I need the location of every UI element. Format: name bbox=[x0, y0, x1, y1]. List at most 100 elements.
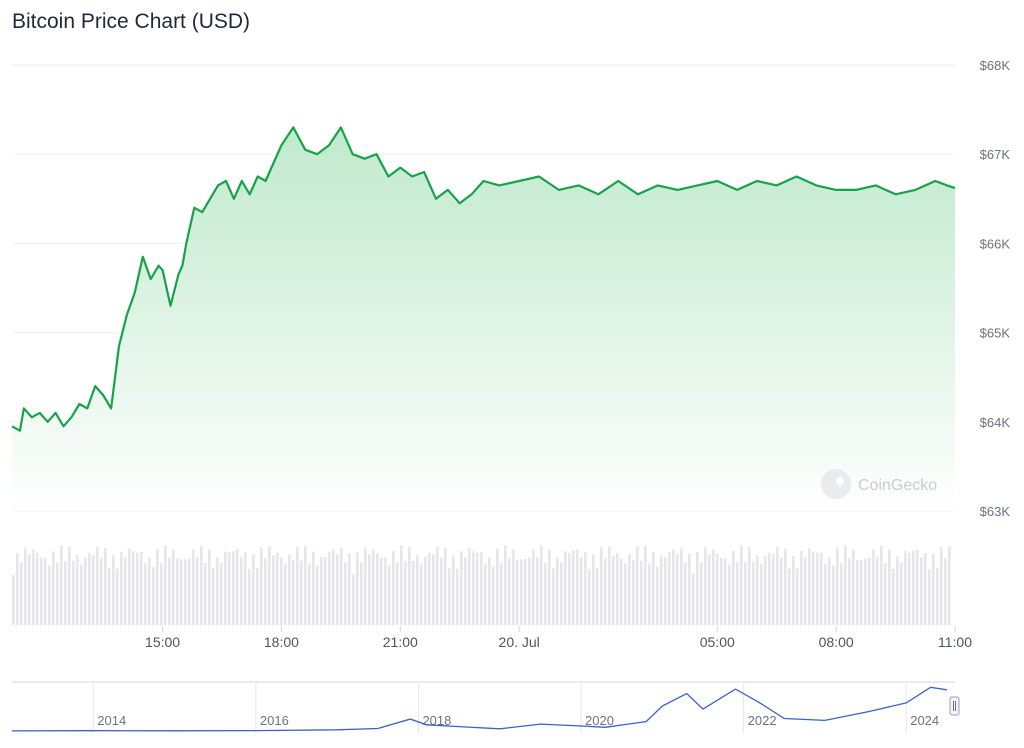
navigator-year-label: 2020 bbox=[585, 713, 614, 728]
volume-bar bbox=[68, 546, 71, 625]
volume-bar bbox=[840, 563, 843, 625]
volume-bar bbox=[740, 545, 743, 625]
volume-bar bbox=[216, 557, 219, 625]
volume-bar bbox=[56, 562, 59, 625]
volume-bar bbox=[724, 558, 727, 625]
volume-bar bbox=[424, 556, 427, 625]
volume-bar bbox=[632, 559, 635, 625]
volume-bar bbox=[596, 567, 599, 625]
volume-bar bbox=[488, 557, 491, 625]
volume-bar bbox=[296, 546, 299, 625]
volume-bar bbox=[620, 558, 623, 625]
volume-bar bbox=[124, 557, 127, 625]
volume-bar bbox=[208, 549, 211, 625]
volume-bar bbox=[308, 563, 311, 625]
coingecko-logo-eye bbox=[836, 477, 844, 485]
volume-bar bbox=[664, 557, 667, 625]
volume-bar bbox=[896, 556, 899, 625]
volume-bar bbox=[372, 549, 375, 625]
volume-bar bbox=[36, 552, 39, 625]
volume-bar bbox=[684, 562, 687, 625]
navigator-year-label: 2024 bbox=[910, 713, 939, 728]
volume-bar bbox=[928, 569, 931, 625]
volume-bar bbox=[240, 557, 243, 625]
volume-bar bbox=[280, 558, 283, 625]
volume-bar bbox=[388, 565, 391, 625]
volume-bar bbox=[788, 568, 791, 625]
volume-bar bbox=[276, 553, 279, 625]
volume-bar bbox=[792, 555, 795, 625]
navigator-price-line bbox=[11, 686, 947, 732]
volume-bar bbox=[600, 547, 603, 625]
volume-bar bbox=[408, 546, 411, 625]
volume-bar bbox=[396, 562, 399, 625]
volume-bar bbox=[648, 563, 651, 625]
x-axis-labels: 15:00 18:00 21:00 20. Jul 05:00 08:00 11:00 bbox=[145, 626, 972, 650]
volume-bar bbox=[500, 563, 503, 625]
volume-bar bbox=[376, 553, 379, 625]
volume-bar bbox=[176, 558, 179, 625]
volume-bar bbox=[700, 562, 703, 625]
volume-bar bbox=[688, 553, 691, 625]
volume-bar bbox=[484, 563, 487, 625]
volume-bar bbox=[904, 550, 907, 625]
volume-bar bbox=[564, 551, 567, 625]
volume-bar bbox=[660, 556, 663, 625]
volume-bar bbox=[876, 556, 879, 625]
range-navigator[interactable]: 2014 2016 2018 2020 2022 2024 bbox=[11, 681, 960, 733]
volume-bar bbox=[252, 554, 255, 625]
volume-bar bbox=[612, 555, 615, 625]
volume-bar bbox=[236, 548, 239, 625]
volume-bar bbox=[476, 552, 479, 625]
volume-bar bbox=[88, 552, 91, 625]
navigator-handle[interactable] bbox=[949, 696, 960, 716]
volume-bar bbox=[844, 545, 847, 625]
volume-bar bbox=[568, 552, 571, 625]
volume-bar bbox=[916, 549, 919, 625]
volume-bar bbox=[932, 553, 935, 625]
volume-bar bbox=[796, 568, 799, 625]
volume-bar bbox=[336, 554, 339, 625]
volume-bar bbox=[248, 569, 251, 625]
volume-bar bbox=[140, 552, 143, 625]
volume-bar bbox=[20, 562, 23, 625]
volume-bar bbox=[436, 546, 439, 625]
volume-bar bbox=[244, 552, 247, 625]
volume-bar bbox=[292, 560, 295, 625]
volume-bar bbox=[756, 555, 759, 625]
volume-bar bbox=[804, 557, 807, 625]
volume-bar bbox=[748, 547, 751, 625]
x-tick-label: 18:00 bbox=[264, 634, 299, 650]
x-tick-label: 21:00 bbox=[383, 634, 418, 650]
volume-bar bbox=[944, 558, 947, 625]
y-tick-label: $64K bbox=[980, 415, 1011, 430]
volume-bar bbox=[908, 552, 911, 625]
volume-bar bbox=[76, 554, 79, 625]
watermark-label: CoinGecko bbox=[858, 477, 937, 494]
volume-bar bbox=[368, 554, 371, 625]
volume-bar bbox=[268, 546, 271, 625]
volume-bar bbox=[936, 567, 939, 625]
volume-bar bbox=[264, 558, 267, 625]
volume-bar bbox=[444, 548, 447, 625]
volume-bar bbox=[464, 557, 467, 625]
volume-bar bbox=[920, 557, 923, 625]
volume-bar bbox=[272, 555, 275, 625]
volume-bar bbox=[428, 552, 431, 625]
volume-bar bbox=[592, 554, 595, 625]
volume-bar bbox=[472, 551, 475, 625]
volume-bar bbox=[640, 560, 643, 625]
volume-bar bbox=[676, 553, 679, 625]
volume-bar bbox=[324, 557, 327, 625]
volume-bar bbox=[196, 557, 199, 625]
volume-bar bbox=[328, 552, 331, 625]
volume-bar bbox=[540, 545, 543, 625]
y-tick-label: $63K bbox=[980, 504, 1011, 519]
volume-bar bbox=[644, 545, 647, 625]
volume-bar bbox=[716, 553, 719, 625]
volume-bar bbox=[636, 546, 639, 625]
volume-bar bbox=[360, 562, 363, 625]
volume-bar bbox=[392, 551, 395, 625]
volume-bar bbox=[732, 550, 735, 625]
